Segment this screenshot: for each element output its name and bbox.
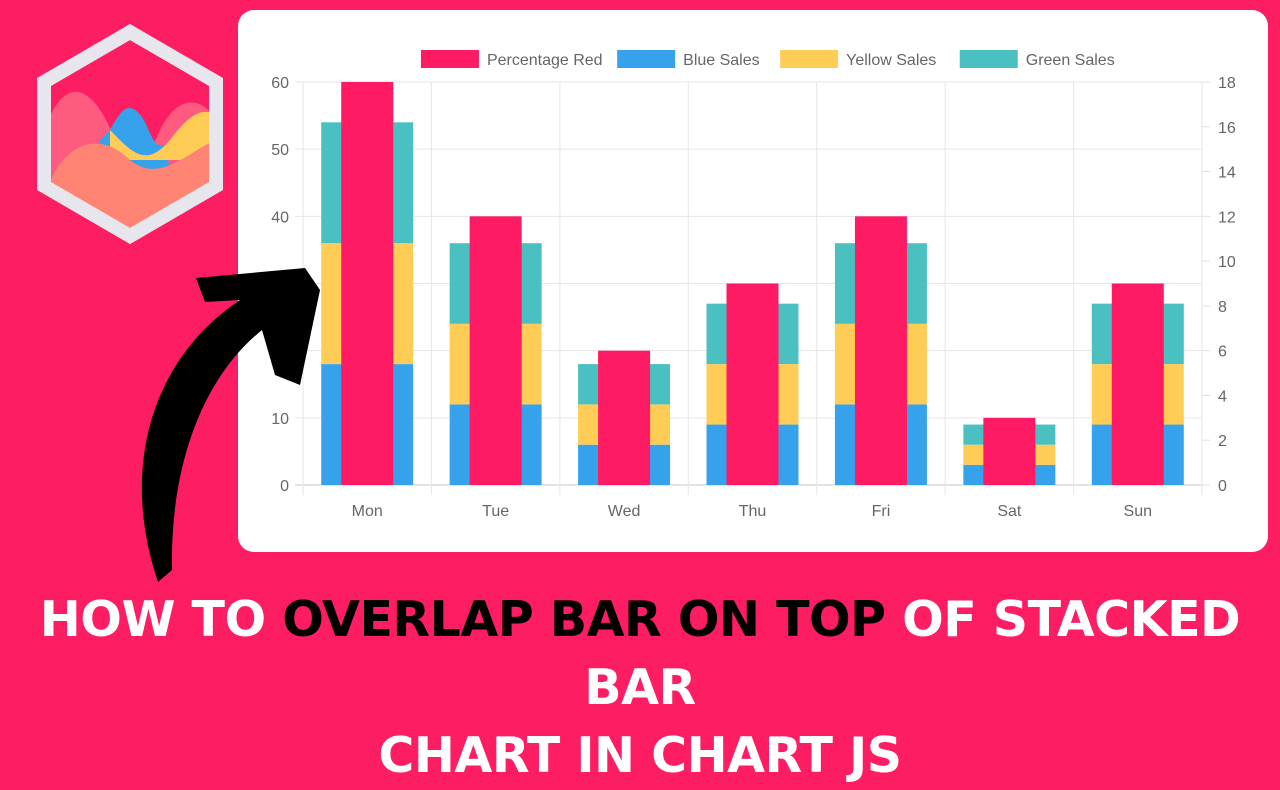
chart-card: 0102030405060024681012141618MonTueWedThu… [238,10,1268,552]
x-tick-label: Mon [352,503,383,520]
legend-label: Green Sales [1026,52,1115,69]
bar-percentage-red [726,283,779,485]
combo-bar-chart: 0102030405060024681012141618MonTueWedThu… [271,50,1236,520]
y-right-tick-label: 16 [1218,120,1236,137]
y-right-tick-label: 2 [1218,433,1227,450]
legend-label: Yellow Sales [846,52,936,69]
legend-label: Percentage Red [487,52,603,69]
legend-label: Blue Sales [683,52,760,69]
chartjs-hexagon-logo-icon [37,23,223,245]
bar-percentage-red [598,350,651,485]
y-right-tick-label: 0 [1218,478,1227,495]
title-line-2: CHART IN CHART JS [378,727,902,784]
y-right-tick-label: 6 [1218,344,1227,361]
y-left-tick-label: 50 [271,142,289,159]
y-right-tick-label: 14 [1218,165,1236,182]
legend-swatch [780,50,839,68]
y-left-tick-label: 60 [271,75,289,92]
y-right-tick-label: 12 [1218,209,1236,226]
bar-percentage-red [854,216,907,486]
x-tick-label: Thu [739,503,767,520]
title-highlight: OVERLAP BAR ON TOP [282,591,886,648]
y-right-tick-label: 10 [1218,254,1236,271]
title-part-1: HOW TO [39,591,283,648]
y-left-tick-label: 40 [271,209,289,226]
y-right-tick-label: 18 [1218,75,1236,92]
y-right-tick-label: 8 [1218,299,1227,316]
bar-percentage-red [469,216,522,486]
bar-percentage-red [1111,283,1164,485]
legend-swatch [617,50,676,68]
y-left-tick-label: 10 [271,411,289,428]
video-title: HOW TO OVERLAP BAR ON TOP OF STACKED BAR… [0,586,1280,790]
y-right-tick-label: 4 [1218,388,1227,405]
x-tick-label: Wed [608,503,641,520]
x-tick-label: Sat [997,503,1022,520]
bar-percentage-red [341,82,394,485]
legend-swatch [959,50,1018,68]
bar-percentage-red [983,417,1036,485]
title-part-2: OF STACKED BAR [584,591,1241,716]
x-tick-label: Sun [1124,503,1152,520]
x-tick-label: Tue [482,503,509,520]
legend-swatch [420,50,479,68]
y-left-tick-label: 0 [280,478,289,495]
curved-arrow-icon [141,268,320,582]
x-tick-label: Fri [872,503,891,520]
